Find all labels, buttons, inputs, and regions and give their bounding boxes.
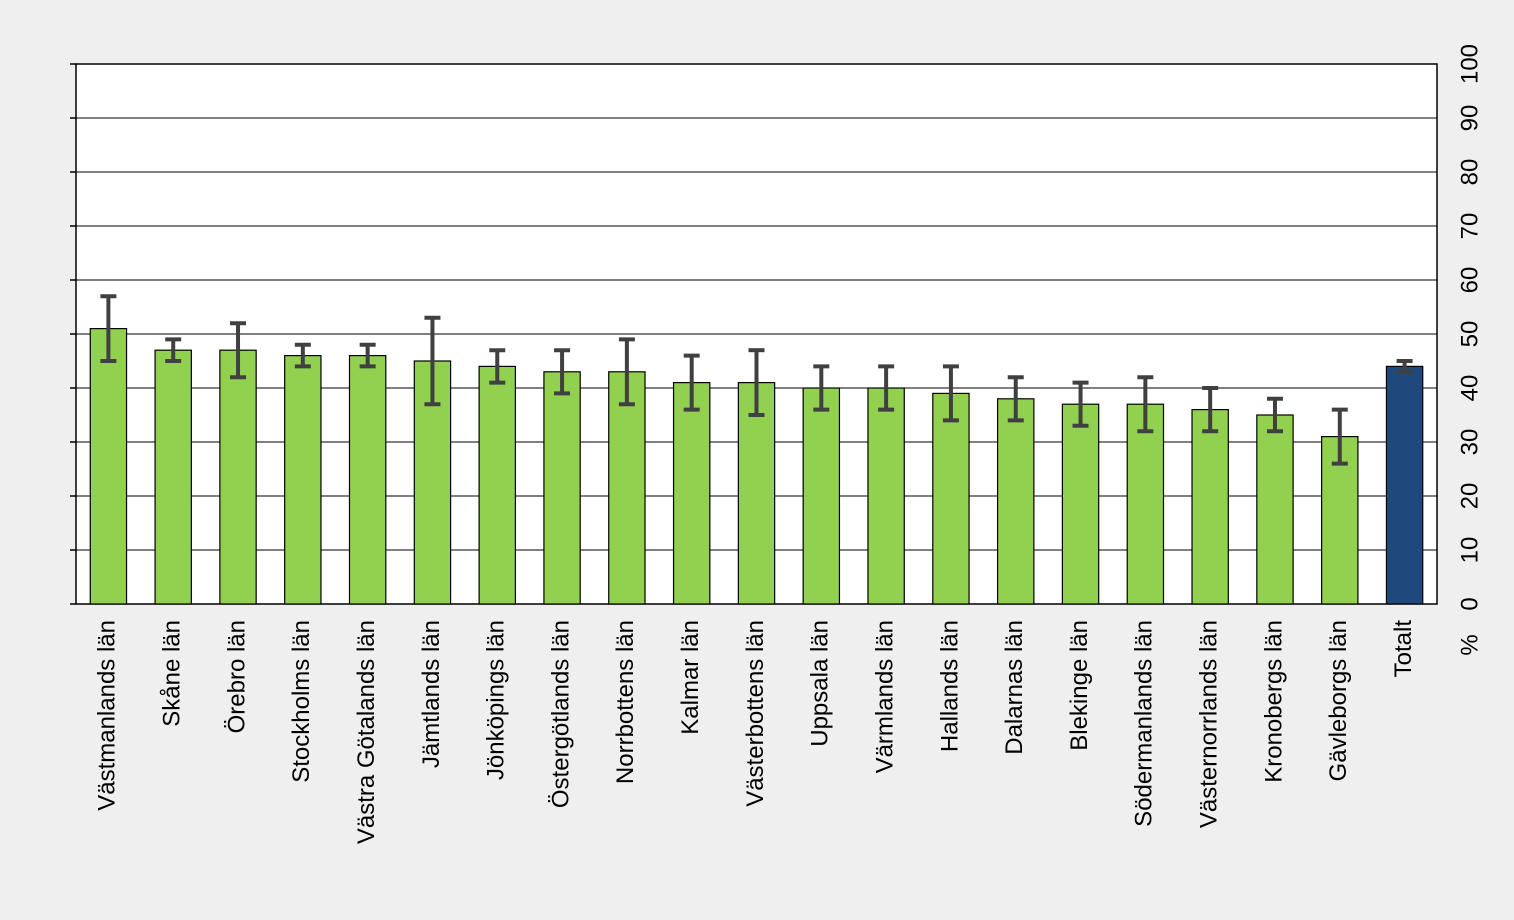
- error-bar: [489, 348, 506, 385]
- error-bar: [1266, 396, 1283, 434]
- error-bar: [813, 364, 830, 412]
- x-tick-label: Kalmar län: [677, 620, 704, 735]
- x-tick-label: Västmanlands län: [94, 620, 121, 811]
- bar: [154, 349, 192, 605]
- x-tick-label: Kronobergs län: [1260, 620, 1287, 783]
- x-tick-label: Norrbottens län: [612, 620, 639, 784]
- error-bar: [1137, 375, 1154, 434]
- x-tick-label: Skåne län: [159, 620, 186, 727]
- x-tick-label: Västerbottens län: [742, 620, 769, 807]
- error-bar: [1007, 375, 1024, 423]
- error-bar: [878, 364, 895, 412]
- x-tick-label: Hallands län: [936, 620, 963, 752]
- y-tick-label: 10: [1456, 537, 1483, 564]
- bar: [1385, 365, 1424, 605]
- error-bar: [683, 353, 700, 412]
- y-tick-label: 50: [1456, 321, 1483, 348]
- x-tick-label: Värmlands län: [871, 620, 898, 773]
- x-tick-label: Totalt: [1390, 620, 1417, 678]
- y-tick-label: 30: [1456, 429, 1483, 456]
- bar: [996, 398, 1035, 605]
- x-tick-label: Jämtlands län: [418, 620, 445, 768]
- error-bar: [748, 348, 765, 417]
- y-tick-label: 60: [1456, 267, 1483, 294]
- bar: [543, 371, 581, 605]
- bar: [1256, 414, 1294, 605]
- error-bar: [1331, 407, 1348, 466]
- error-bar: [230, 321, 247, 380]
- bar: [867, 387, 905, 605]
- x-tick-label: Västra Götalands län: [353, 620, 380, 844]
- bar: [89, 328, 128, 605]
- x-tick-label: Östergötlands län: [547, 620, 574, 808]
- bar: [608, 371, 646, 605]
- y-tick-label: 0: [1456, 597, 1483, 610]
- bar: [1191, 409, 1229, 605]
- y-tick-label: 70: [1456, 213, 1483, 240]
- error-bar: [100, 294, 117, 363]
- x-tick-label: Dalarnas län: [1001, 620, 1028, 755]
- y-tick-label: 20: [1456, 483, 1483, 510]
- bar: [284, 355, 322, 605]
- x-tick-label: Blekinge län: [1066, 620, 1093, 751]
- bar: [672, 382, 711, 605]
- x-tick-label: Västernorrlands län: [1196, 620, 1223, 828]
- x-tick-label: Uppsala län: [807, 620, 834, 747]
- error-bar: [165, 337, 182, 363]
- x-tick-label: Jönköpings län: [483, 620, 510, 780]
- y-tick-label: 90: [1456, 105, 1483, 132]
- error-bar: [1072, 380, 1089, 428]
- y-tick-label: 80: [1456, 159, 1483, 186]
- x-tick-label: Örebro län: [223, 620, 250, 733]
- bar: [478, 365, 517, 605]
- error-bar: [554, 348, 571, 396]
- bar: [348, 355, 387, 605]
- y-axis-label: %: [1456, 634, 1483, 655]
- bar: [802, 387, 841, 605]
- y-tick-label: 40: [1456, 375, 1483, 402]
- error-bar: [424, 315, 441, 407]
- bar: [932, 392, 970, 605]
- error-bar: [942, 364, 959, 423]
- bar: [219, 349, 257, 605]
- error-bar: [1202, 386, 1219, 434]
- bar: [737, 382, 776, 605]
- error-bar: [294, 342, 311, 369]
- x-tick-label: Södermanlands län: [1131, 620, 1158, 827]
- error-bar: [1396, 359, 1413, 374]
- x-tick-label: Gävleborgs län: [1325, 620, 1352, 781]
- x-tick-label: Stockholms län: [288, 620, 315, 783]
- bar: [1061, 403, 1100, 605]
- error-bar: [359, 342, 376, 369]
- error-bar: [618, 337, 635, 407]
- y-tick-label: 100: [1456, 44, 1483, 84]
- bar: [1126, 403, 1165, 605]
